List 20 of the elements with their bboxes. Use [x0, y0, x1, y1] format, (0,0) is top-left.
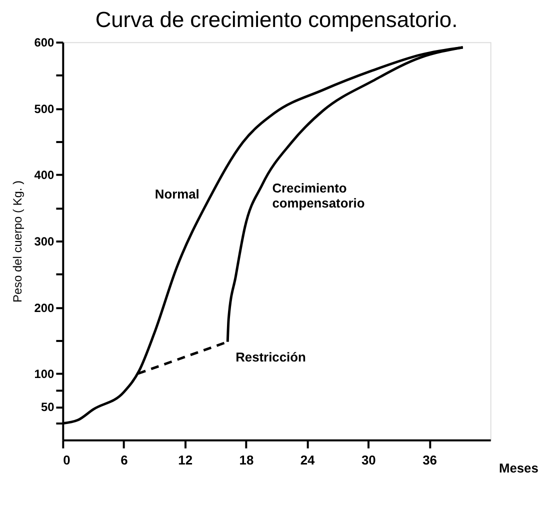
series-label: Restricción — [236, 350, 306, 365]
series-label: Normal — [154, 186, 200, 202]
x-tick-label: 12 — [178, 452, 193, 468]
y-tick-label: 200 — [34, 300, 55, 315]
x-tick-label: 18 — [239, 452, 254, 468]
y-tick-label: 50 — [40, 400, 55, 414]
y-tick-label: 300 — [34, 234, 55, 248]
y-tick-label: 500 — [34, 102, 55, 116]
x-tick-label: 0 — [63, 452, 70, 468]
y-axis-title: Peso del cuerpo ( Kg. ) — [10, 180, 24, 302]
y-tick-label: 600 — [34, 36, 55, 50]
x-tick-label: 6 — [120, 452, 128, 468]
y-tick-label: 400 — [34, 168, 55, 182]
x-tick-label: 36 — [422, 452, 437, 468]
x-axis-title: Meses — [498, 460, 538, 476]
x-tick-label: 24 — [300, 452, 316, 468]
chart-title: Curva de crecimiento compensatorio. — [95, 7, 458, 32]
series-label: Crecimiento compensatorio — [272, 180, 365, 211]
y-tick-label: 100 — [34, 367, 55, 382]
x-tick-label: 30 — [361, 452, 376, 468]
